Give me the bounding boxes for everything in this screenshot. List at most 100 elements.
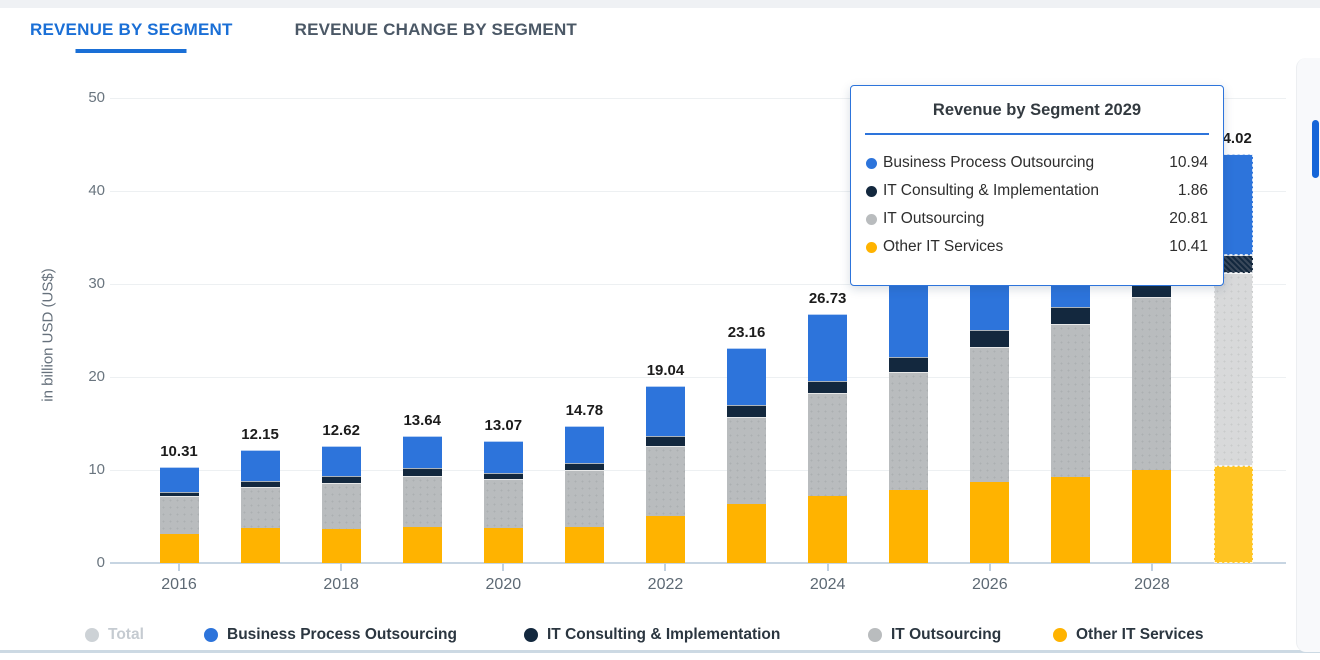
tooltip-title: Revenue by Segment 2029 (932, 101, 1142, 119)
x-tick-label-2028: 2028 (1134, 576, 1170, 593)
legend-dot-it-consulting-and-implementation (524, 628, 538, 642)
bar-2019-segment-other-it-services[interactable] (402, 526, 442, 563)
tooltip-row-other-it-services: Other IT Services 10.41 (866, 233, 1208, 261)
bottom-divider (0, 650, 1320, 653)
bar-2022-segment-other-it-services[interactable] (645, 516, 685, 563)
bar-2016-segment-it-consulting-and-implementation[interactable] (159, 492, 199, 497)
bar-2027-segment-it-outsourcing[interactable] (1051, 323, 1091, 477)
bar-2020-segment-business-process-outsourcing[interactable] (483, 441, 523, 473)
bar-2024-segment-it-outsourcing[interactable] (808, 392, 848, 497)
bar-2025-segment-other-it-services[interactable] (889, 489, 929, 563)
series-dot-business-process-outsourcing (866, 157, 877, 169)
tooltip-row-it-consulting-and-implementation: IT Consulting & Implementation 1.86 (866, 177, 1208, 205)
bar-2019-segment-it-consulting-and-implementation[interactable] (402, 467, 442, 476)
x-tick-mark-2016 (178, 563, 180, 571)
tooltip-row-value: 1.86 (1177, 182, 1208, 199)
x-tick-label-2018: 2018 (323, 576, 359, 593)
bar-2029-segment-other-it-services[interactable] (1213, 466, 1253, 563)
bar-2020-segment-it-consulting-and-implementation[interactable] (483, 472, 523, 480)
bar-2017-segment-it-outsourcing[interactable] (240, 486, 280, 528)
x-axis-line (110, 562, 1286, 564)
bar-2018-segment-it-outsourcing[interactable] (321, 483, 361, 529)
bar-2023-segment-other-it-services[interactable] (727, 503, 767, 563)
x-tick-label-2020: 2020 (485, 576, 522, 593)
bar-2020-segment-it-outsourcing[interactable] (483, 479, 523, 528)
tab-revenue-by-segment[interactable]: REVENUE BY SEGMENT (30, 8, 233, 53)
bar-total-label-2016: 10.31 (160, 443, 198, 461)
bar-2023-segment-it-consulting-and-implementation[interactable] (727, 404, 767, 417)
x-tick-label-2016: 2016 (161, 576, 197, 593)
bar-2021-segment-it-outsourcing[interactable] (564, 470, 604, 527)
legend-item-it-outsourcing[interactable]: IT Outsourcing (868, 626, 1001, 644)
bar-2025-segment-it-outsourcing[interactable] (889, 372, 929, 490)
x-tick-mark-2022 (664, 563, 667, 571)
bar-2023-segment-it-outsourcing[interactable] (727, 416, 767, 504)
y-tick-label-20: 20 (88, 368, 105, 385)
bar-2025-segment-it-consulting-and-implementation[interactable] (889, 357, 929, 373)
bar-2020-segment-other-it-services[interactable] (483, 527, 523, 563)
bar-2016-segment-business-process-outsourcing[interactable] (159, 467, 199, 493)
tab-revenue-change-by-segment-label: REVENUE CHANGE BY SEGMENT (294, 20, 578, 39)
bar-2026-segment-it-outsourcing[interactable] (970, 347, 1010, 483)
gridline-y40 (110, 191, 1286, 192)
x-tick-label-2024: 2024 (809, 576, 846, 593)
bar-2021-segment-business-process-outsourcing[interactable] (564, 425, 604, 463)
bar-2017-segment-business-process-outsourcing[interactable] (240, 450, 280, 482)
bar-2027-segment-other-it-services[interactable] (1051, 476, 1091, 563)
bar-2021-segment-other-it-services[interactable] (564, 526, 604, 563)
bar-2018-segment-other-it-services[interactable] (321, 528, 361, 563)
bar-2025-segment-business-process-outsourcing[interactable] (889, 284, 929, 358)
bar-2016-segment-it-outsourcing[interactable] (159, 496, 199, 535)
chart-tooltip: Revenue by Segment 2029 Business Process… (850, 85, 1224, 286)
scrollbar-thumb[interactable] (1312, 120, 1319, 178)
bar-2017-segment-other-it-services[interactable] (240, 527, 280, 563)
bar-2023-segment-business-process-outsourcing[interactable] (727, 347, 767, 405)
legend-label: IT Consulting & Implementation (547, 626, 781, 643)
bar-2027-segment-it-consulting-and-implementation[interactable] (1051, 307, 1091, 324)
tab-revenue-by-segment-label: REVENUE BY SEGMENT (30, 20, 233, 39)
x-tick-mark-2020 (502, 563, 505, 571)
bar-2026-segment-it-consulting-and-implementation[interactable] (970, 330, 1010, 348)
scrollbar-track[interactable] (1296, 58, 1320, 652)
y-tick-label-50: 50 (88, 89, 105, 106)
legend-item-it-consulting-and-implementation[interactable]: IT Consulting & Implementation (524, 626, 780, 644)
bar-2017-segment-it-consulting-and-implementation[interactable] (240, 481, 280, 487)
series-dot-it-consulting-and-implementation (866, 185, 877, 197)
bar-2018-segment-business-process-outsourcing[interactable] (321, 445, 361, 476)
legend-item-total[interactable]: Total (85, 626, 144, 644)
tooltip-rows: Business Process Outsourcing 10.94 IT Cons… (851, 149, 1223, 261)
series-dot-it-outsourcing (866, 213, 877, 225)
bar-2024-segment-it-consulting-and-implementation[interactable] (808, 380, 848, 393)
gridline-y30 (110, 284, 1286, 285)
bar-2021-segment-it-consulting-and-implementation[interactable] (564, 463, 604, 470)
legend-item-business-process-outsourcing[interactable]: Business Process Outsourcing (204, 626, 457, 644)
bar-2016-segment-other-it-services[interactable] (159, 534, 199, 563)
bar-2029-segment-it-outsourcing[interactable] (1213, 272, 1253, 467)
y-tick-label-0: 0 (96, 554, 105, 571)
bar-2026-segment-other-it-services[interactable] (970, 482, 1010, 563)
bar-2024-segment-business-process-outsourcing[interactable] (808, 314, 848, 381)
bar-2028-segment-other-it-services[interactable] (1132, 470, 1172, 563)
bar-2024-segment-other-it-services[interactable] (808, 496, 848, 563)
bar-2018-segment-it-consulting-and-implementation[interactable] (321, 475, 361, 484)
bar-total-label-2024: 26.73 (808, 290, 847, 308)
bar-2022-segment-it-consulting-and-implementation[interactable] (645, 436, 685, 446)
legend-dot-other-it-services (1053, 628, 1067, 642)
bar-2019-segment-it-outsourcing[interactable] (402, 475, 442, 527)
legend-item-other-it-services[interactable]: Other IT Services (1053, 626, 1204, 644)
bar-2028-segment-it-outsourcing[interactable] (1132, 297, 1172, 470)
bar-2019-segment-business-process-outsourcing[interactable] (402, 436, 442, 468)
bar-total-label-2018: 12.62 (322, 421, 360, 439)
bar-2022-segment-business-process-outsourcing[interactable] (645, 385, 685, 437)
x-tick-mark-2018 (340, 563, 343, 571)
bar-total-label-2023: 23.16 (727, 323, 766, 341)
tab-revenue-change-by-segment[interactable]: REVENUE CHANGE BY SEGMENT (295, 8, 577, 52)
y-tick-label-10: 10 (88, 461, 105, 478)
y-tick-label-40: 40 (88, 182, 105, 199)
x-tick-label-2026: 2026 (972, 576, 1008, 593)
y-tick-label-30: 30 (88, 275, 105, 292)
tooltip-row-label: Other IT Services (883, 238, 1004, 255)
bar-2022-segment-it-outsourcing[interactable] (645, 445, 685, 517)
bar-total-label-2020: 13.07 (484, 417, 523, 435)
